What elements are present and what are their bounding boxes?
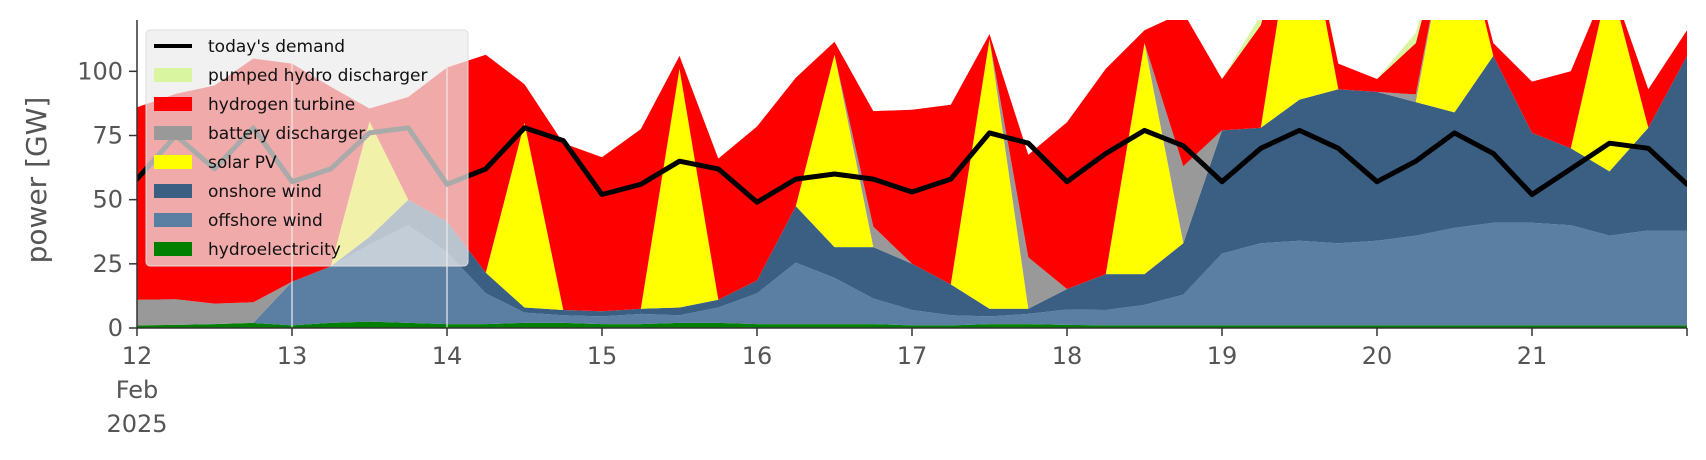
x-tick-label-3: 15 bbox=[587, 342, 618, 370]
legend-label-battery-discharger: battery discharger bbox=[208, 124, 365, 144]
legend-box bbox=[145, 29, 469, 267]
area-offshore-wind bbox=[137, 222, 1687, 326]
legend-swatch-hydrogen-turbine bbox=[154, 97, 192, 111]
x-tick-label-7: 19 bbox=[1207, 342, 1238, 370]
area-solar-pv bbox=[137, 20, 1687, 326]
legend-swatch-offshore-wind bbox=[154, 213, 192, 227]
area-hydrogen-turbine bbox=[137, 20, 1687, 312]
legend-label-hydrogen-turbine: hydrogen turbine bbox=[208, 95, 355, 115]
legend-swatch-onshore-wind bbox=[154, 184, 192, 198]
x-tick-label-4: 16 bbox=[742, 342, 773, 370]
x-tick-label-8: 20 bbox=[1362, 342, 1393, 370]
legend-swatch-solar-pv bbox=[154, 155, 192, 169]
legend-label-onshore-wind: onshore wind bbox=[208, 182, 322, 202]
x-tick-sublabel-0-0: Feb bbox=[116, 376, 159, 404]
x-tick-label-1: 13 bbox=[277, 342, 308, 370]
y-tick-label-2: 50 bbox=[92, 186, 123, 214]
x-axis: 12 Feb 2025 13 14 15 16 17 18 19 20 21 bbox=[106, 327, 1688, 438]
area-hydroelectricity bbox=[137, 321, 1687, 328]
legend-label-solar-pv: solar PV bbox=[208, 153, 277, 173]
y-axis: 0 25 50 75 100 bbox=[77, 20, 138, 342]
legend-label-today-s-demand: today's demand bbox=[208, 37, 345, 57]
legend-swatch-battery-discharger bbox=[154, 126, 192, 140]
y-tick-label-1: 25 bbox=[92, 250, 123, 278]
x-tick-label-6: 18 bbox=[1052, 342, 1083, 370]
legend-label-offshore-wind: offshore wind bbox=[208, 211, 323, 231]
legend: today's demand pumped hydro discharger hyd… bbox=[145, 29, 469, 267]
x-tick-label-2: 14 bbox=[432, 342, 463, 370]
x-tick-label-5: 17 bbox=[897, 342, 928, 370]
legend-swatch-pumped-hydro-discharger bbox=[154, 68, 192, 82]
legend-label-pumped-hydro-discharger: pumped hydro discharger bbox=[208, 66, 427, 86]
y-tick-label-3: 75 bbox=[92, 122, 123, 150]
legend-swatch-hydroelectricity bbox=[154, 242, 192, 256]
y-axis-title: power [GW] bbox=[20, 97, 53, 264]
area-onshore-wind bbox=[137, 55, 1687, 326]
x-tick-sublabel-0-1: 2025 bbox=[106, 410, 167, 438]
x-tick-label-9: 21 bbox=[1517, 342, 1548, 370]
y-tick-label-4: 100 bbox=[77, 57, 123, 85]
y-tick-label-0: 0 bbox=[108, 314, 123, 342]
legend-label-hydroelectricity: hydroelectricity bbox=[208, 240, 341, 260]
x-tick-label-0: 12 bbox=[122, 342, 153, 370]
